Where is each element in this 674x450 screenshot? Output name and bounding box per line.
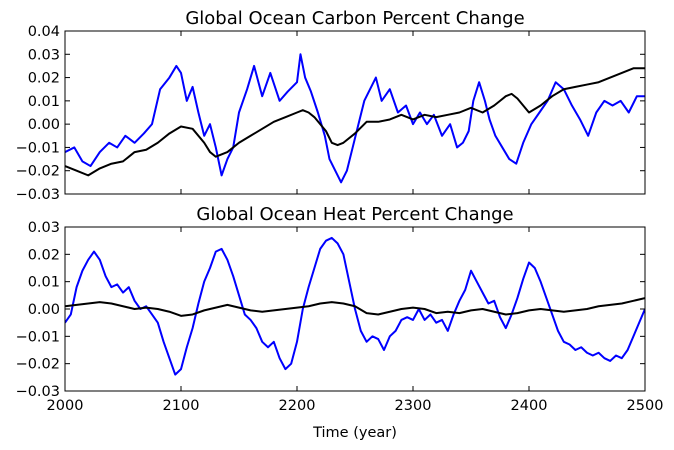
series-line-2 (65, 297, 645, 317)
chart-title: Global Ocean Heat Percent Change (196, 204, 513, 225)
y-tick-label: 0.00 (28, 302, 60, 318)
y-tick-label: 0.02 (28, 71, 60, 87)
y-tick-label: −0.03 (16, 187, 60, 203)
subplot-1: −0.03 −0.02 −0.01 0.00 0.01 0.02 0.03 0.04 Globa… (16, 8, 646, 203)
series-line-1 (65, 53, 645, 184)
y-tick-label: 0.03 (28, 47, 60, 63)
x-tick-label: 2400 (511, 398, 548, 414)
y-tick-label: −0.03 (16, 384, 60, 400)
x-tick-label: 2100 (163, 398, 200, 414)
y-tick-label: 0.01 (28, 275, 60, 291)
x-axis-label: Time (year) (312, 425, 397, 441)
y-tick-label: 0.04 (28, 24, 60, 40)
y-tick-label: 0.02 (28, 247, 60, 263)
y-tick-label: −0.01 (16, 140, 60, 156)
y-tick-label: 0.03 (28, 220, 60, 236)
y-tick-label: −0.02 (16, 164, 60, 180)
x-tick-label: 2300 (395, 398, 432, 414)
y-tick-label: 0.01 (28, 94, 60, 110)
x-tick-label: 2500 (627, 398, 664, 414)
series-line-2 (65, 67, 645, 177)
y-tick-label: 0.00 (28, 117, 60, 133)
subplot-2: −0.03 −0.02 −0.01 0.00 0.01 0.02 0.03 2000 2100 2… (16, 204, 664, 441)
series-line-1 (65, 236, 645, 376)
chart-title: Global Ocean Carbon Percent Change (185, 8, 524, 29)
y-tick-label: −0.02 (16, 357, 60, 373)
y-tick-label: −0.01 (16, 329, 60, 345)
x-tick-label: 2000 (47, 398, 84, 414)
axes-frame (64, 30, 646, 195)
x-tick-label: 2200 (279, 398, 316, 414)
